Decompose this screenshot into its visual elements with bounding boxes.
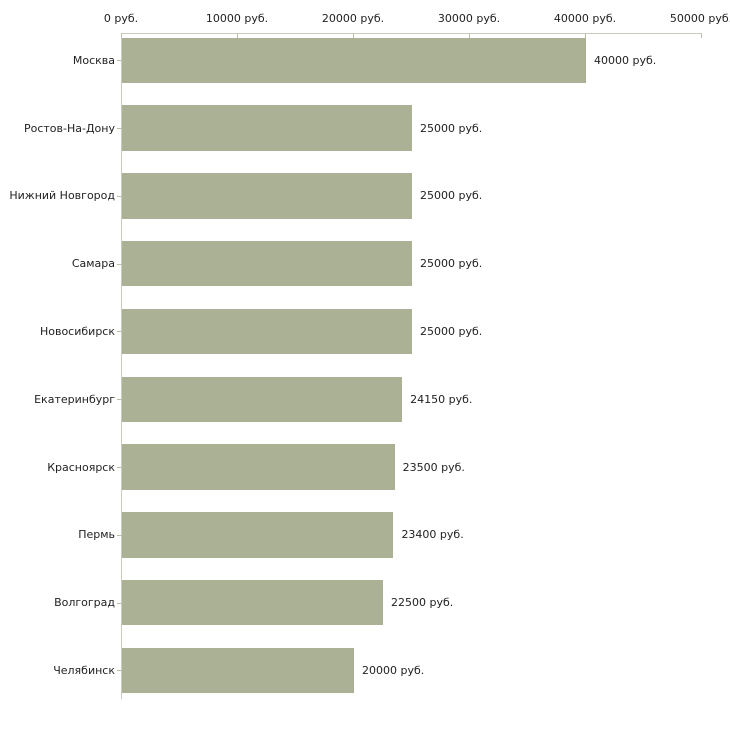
bar-6 xyxy=(122,376,403,422)
x-axis-tick xyxy=(469,33,470,38)
value-label: 40000 руб. xyxy=(594,53,657,67)
x-axis-tick-label: 50000 руб. xyxy=(669,12,730,25)
category-label: Пермь xyxy=(78,528,115,542)
y-axis-tick xyxy=(117,331,122,333)
x-axis-tick xyxy=(353,33,354,38)
bar-3 xyxy=(122,173,412,219)
x-axis-tick xyxy=(701,33,702,38)
y-axis-line xyxy=(121,33,122,699)
value-label: 23500 руб. xyxy=(402,460,465,474)
x-axis-tick xyxy=(585,33,586,38)
bar-1 xyxy=(122,37,586,83)
value-label: 25000 руб. xyxy=(420,121,483,135)
x-axis-tick xyxy=(121,33,122,38)
x-axis-tick-label: 40000 руб. xyxy=(553,12,617,25)
y-axis-tick xyxy=(117,399,122,401)
y-axis-tick xyxy=(117,60,122,62)
value-label: 25000 руб. xyxy=(420,189,483,203)
bar-5 xyxy=(122,308,412,355)
category-label: Челябинск xyxy=(53,663,115,677)
value-label: 20000 руб. xyxy=(362,663,425,677)
bar-10 xyxy=(122,647,354,694)
category-label: Новосибирск xyxy=(39,324,115,338)
bar-2 xyxy=(122,105,412,151)
bar-4 xyxy=(122,240,412,287)
value-label: 22500 руб. xyxy=(391,596,454,610)
bar-7 xyxy=(122,444,395,490)
x-axis-tick-label: 10000 руб. xyxy=(205,12,269,25)
x-axis-line xyxy=(121,33,702,34)
x-axis-tick xyxy=(237,33,238,38)
value-label: 25000 руб. xyxy=(420,257,483,271)
y-axis-tick xyxy=(117,602,122,604)
y-axis-tick xyxy=(117,195,122,197)
category-label: Самара xyxy=(71,257,115,271)
category-label: Волгоград xyxy=(54,596,115,610)
bar-9 xyxy=(122,579,383,626)
y-axis-tick xyxy=(117,263,122,265)
category-label: Ростов-На-Дону xyxy=(23,121,115,135)
category-label: Красноярск xyxy=(47,460,115,474)
x-axis-tick-label: 0 руб. xyxy=(103,12,139,25)
y-axis-tick xyxy=(117,534,122,536)
category-label: Нижний Новгород xyxy=(9,189,115,203)
x-axis-tick-label: 30000 руб. xyxy=(437,12,501,25)
x-axis-tick-label: 20000 руб. xyxy=(321,12,385,25)
y-axis-tick xyxy=(117,467,122,469)
value-label: 24150 руб. xyxy=(410,392,473,406)
y-axis-tick xyxy=(117,670,122,672)
category-label: Екатеринбург xyxy=(34,392,115,406)
y-axis-tick xyxy=(117,128,122,130)
value-label: 25000 руб. xyxy=(420,324,483,338)
category-label: Москва xyxy=(72,53,115,67)
bar-8 xyxy=(122,512,394,558)
value-label: 23400 руб. xyxy=(401,528,464,542)
